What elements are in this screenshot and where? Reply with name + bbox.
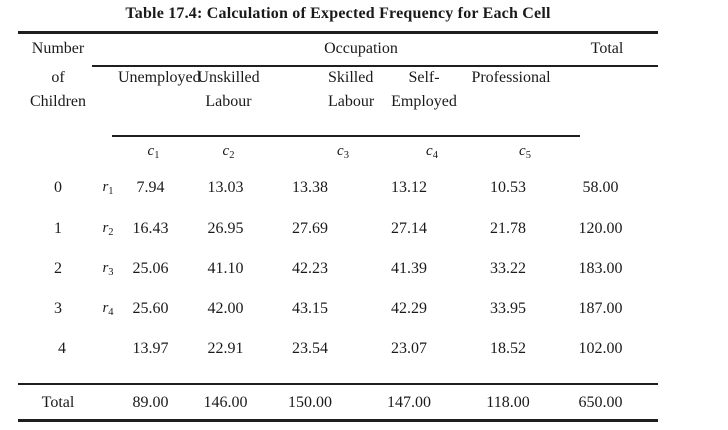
- cell-value: 27.69: [292, 220, 328, 237]
- column-total: 146.00: [203, 394, 248, 411]
- expected-frequency-table: Number Occupation Total of Unemployed Un…: [18, 32, 658, 422]
- cell-value: 42.29: [391, 300, 427, 317]
- cell-value: 33.22: [490, 260, 526, 277]
- total-col-header: Total: [590, 40, 624, 57]
- table-caption: Table 17.4: Calculation of Expected Freq…: [125, 5, 551, 22]
- occupation-header: Occupation: [324, 40, 398, 57]
- rule-header: [92, 65, 658, 67]
- row-label-header: Number: [31, 40, 85, 57]
- cell-value: 26.95: [207, 220, 244, 237]
- col-symbol-c2: c2: [222, 143, 235, 162]
- row-symbol-r4: r4: [102, 300, 114, 319]
- cell-value: 22.91: [207, 340, 244, 357]
- column-total: 89.00: [132, 394, 169, 411]
- empty-cell: [98, 384, 118, 422]
- col-symbol-c1: c1: [147, 143, 160, 162]
- empty-cell: [556, 66, 658, 90]
- cell-value: 25.06: [132, 260, 169, 277]
- row-total: 120.00: [578, 220, 623, 237]
- col-symbol-c4: c4: [426, 143, 438, 162]
- cell-value: 41.39: [391, 260, 427, 277]
- table-row: 2 r3 25.06 41.10 42.23 41.39 33.22 183.0…: [18, 249, 658, 289]
- rule-bottom: [18, 419, 658, 422]
- row-total: 183.00: [578, 260, 623, 277]
- cell-value: 42.00: [207, 300, 244, 317]
- cell-value: 13.97: [132, 340, 169, 357]
- cell-value: 13.12: [391, 178, 427, 196]
- spacer-row: [18, 114, 658, 138]
- spacer-row: [18, 369, 658, 384]
- cell-value: 27.14: [391, 220, 427, 237]
- cell-value: 16.43: [132, 220, 169, 237]
- cell-value: 13.03: [207, 178, 244, 196]
- col-header-unemployed: Unemployed: [118, 69, 201, 86]
- column-total: 150.00: [288, 394, 332, 411]
- cell-value: 13.38: [292, 178, 328, 196]
- cell-value: 10.53: [490, 178, 526, 196]
- col-header-unskilled: Unskilled: [197, 69, 260, 86]
- children-count: 1: [54, 220, 62, 237]
- col-header-line2: [466, 90, 556, 114]
- col-header-self: Self-: [408, 69, 440, 86]
- cell-value: 7.94: [136, 178, 165, 196]
- children-count: 4: [58, 340, 66, 357]
- cell-value: 43.15: [292, 300, 328, 317]
- col-header-professional: Professional: [471, 69, 551, 86]
- rule-top: [18, 31, 658, 34]
- cell-value: 25.60: [132, 300, 169, 317]
- col-header-line2: Employed: [391, 93, 457, 110]
- empty-cell: [556, 138, 658, 166]
- grand-total: 650.00: [578, 394, 623, 411]
- col-header-skilled: Skilled: [328, 69, 374, 86]
- col-header-line2: [118, 90, 189, 114]
- totals-label: Total: [41, 394, 75, 411]
- empty-cell: [556, 90, 658, 114]
- table-row: 4 13.97 22.91 23.54 23.07 18.52 102.00: [18, 329, 658, 369]
- children-count: 0: [54, 178, 62, 196]
- rule-above-total: [18, 383, 658, 385]
- cell-value: 33.95: [490, 300, 526, 317]
- table-row: 1 r2 16.43 26.95 27.69 27.14 21.78 120.0…: [18, 209, 658, 249]
- col-symbol-c5: c5: [519, 143, 531, 162]
- empty-cell: [98, 138, 118, 166]
- row-total: 187.00: [578, 300, 623, 317]
- cell-value: 23.07: [391, 340, 427, 357]
- cell-value: 23.54: [292, 340, 328, 357]
- col-symbol-c3: c3: [337, 143, 349, 162]
- rule-occupation: [112, 135, 580, 137]
- table-row: 0 r1 7.94 13.03 13.38 13.12 10.53 58.00: [18, 166, 658, 209]
- column-total: 118.00: [486, 394, 530, 411]
- empty-cell: [18, 138, 98, 166]
- cell-value: 42.23: [292, 260, 328, 277]
- children-count: 3: [54, 300, 62, 317]
- row-label-header: Children: [30, 93, 86, 110]
- col-header-line2: Labour: [328, 93, 375, 110]
- column-total: 147.00: [387, 394, 431, 411]
- cell-value: 21.78: [490, 220, 526, 237]
- row-symbol-r1: r1: [102, 178, 114, 197]
- row-total: 58.00: [582, 178, 619, 196]
- empty-cell: [98, 90, 118, 114]
- cell-value: 41.10: [207, 260, 244, 277]
- col-header-line2: Labour: [205, 93, 252, 110]
- children-count: 2: [54, 260, 62, 277]
- empty-cell: [98, 66, 118, 90]
- row-symbol-r2: r2: [102, 220, 114, 239]
- cell-value: 18.52: [490, 340, 526, 357]
- totals-row: Total 89.00 146.00 150.00 147.00 118.00 …: [18, 384, 658, 422]
- row-symbol-r3: r3: [102, 260, 114, 279]
- table-row: 3 r4 25.60 42.00 43.15 42.29 33.95 187.0…: [18, 289, 658, 329]
- row-total: 102.00: [578, 340, 623, 357]
- row-label-header: of: [51, 69, 65, 86]
- row-symbol-empty: [98, 329, 118, 369]
